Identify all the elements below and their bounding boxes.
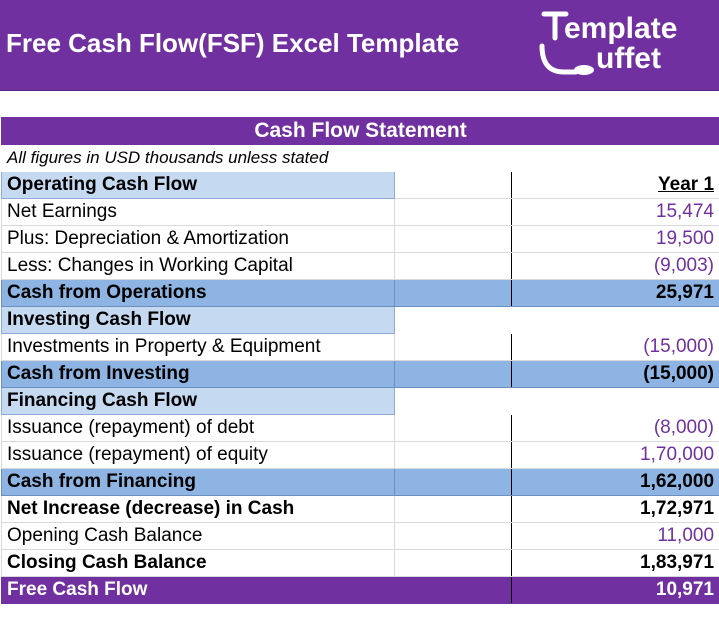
page-title: Free Cash Flow(FSF) Excel Template xyxy=(6,28,460,58)
statement-row: Investments in Property & Equipment (15,0… xyxy=(1,333,719,361)
year-column-header[interactable]: Year 1 xyxy=(510,171,719,199)
units-note[interactable]: All figures in USD thousands unless stat… xyxy=(0,144,719,172)
row-label[interactable]: Cash from Financing xyxy=(1,468,395,496)
row-value[interactable]: 1,72,971 xyxy=(510,495,719,523)
row-value[interactable] xyxy=(510,387,719,415)
row-label[interactable]: Plus: Depreciation & Amortization xyxy=(1,225,395,253)
row-spacer-cell[interactable] xyxy=(394,198,512,226)
row-spacer-cell[interactable] xyxy=(394,306,512,334)
row-label[interactable]: Investing Cash Flow xyxy=(1,306,395,334)
row-value[interactable]: 15,474 xyxy=(510,198,719,226)
row-value[interactable]: 1,70,000 xyxy=(510,441,719,469)
row-label[interactable]: Net Increase (decrease) in Cash xyxy=(1,495,395,523)
row-value[interactable]: 1,62,000 xyxy=(510,468,719,496)
row-label[interactable]: Issuance (repayment) of equity xyxy=(1,441,395,469)
row-label[interactable]: Opening Cash Balance xyxy=(1,522,395,550)
row-label[interactable]: Operating Cash Flow xyxy=(1,171,395,199)
statement-row: Financing Cash Flow xyxy=(1,387,719,415)
row-spacer-cell[interactable] xyxy=(394,171,512,199)
row-spacer-cell[interactable] xyxy=(394,576,512,604)
row-spacer-cell[interactable] xyxy=(394,468,512,496)
statement-row: Issuance (repayment) of debt (8,000) xyxy=(1,414,719,442)
row-label[interactable]: Closing Cash Balance xyxy=(1,549,395,577)
row-spacer-cell[interactable] xyxy=(394,225,512,253)
row-value[interactable]: 19,500 xyxy=(510,225,719,253)
row-label[interactable]: Cash from Investing xyxy=(1,360,395,388)
statement-row: Net Earnings 15,474 xyxy=(1,198,719,226)
row-value[interactable]: 10,971 xyxy=(510,576,719,604)
row-spacer-cell[interactable] xyxy=(394,549,512,577)
row-spacer-cell[interactable] xyxy=(394,360,512,388)
statement-row: Net Increase (decrease) in Cash 1,72,971 xyxy=(1,495,719,523)
statement-row: Plus: Depreciation & Amortization 19,500 xyxy=(1,225,719,253)
logo-text-line1: emplate xyxy=(564,12,678,45)
row-value[interactable]: 11,000 xyxy=(510,522,719,550)
statement-row: Less: Changes in Working Capital (9,003) xyxy=(1,252,719,280)
row-label[interactable]: Free Cash Flow xyxy=(1,576,395,604)
template-buffet-logo: emplate uffet xyxy=(536,8,706,80)
units-note-row: All figures in USD thousands unless stat… xyxy=(0,144,719,172)
statement-row: Free Cash Flow 10,971 xyxy=(1,576,719,604)
statement-row: Issuance (repayment) of equity 1,70,000 xyxy=(1,441,719,469)
row-label[interactable]: Issuance (repayment) of debt xyxy=(1,414,395,442)
logo-text-line2: uffet xyxy=(596,42,661,75)
row-value[interactable]: (9,003) xyxy=(510,252,719,280)
row-spacer-cell[interactable] xyxy=(394,414,512,442)
statement-row: Closing Cash Balance 1,83,971 xyxy=(1,549,719,577)
row-label[interactable]: Net Earnings xyxy=(1,198,395,226)
statement-title[interactable]: Cash Flow Statement xyxy=(0,117,719,145)
statement-row: Opening Cash Balance 11,000 xyxy=(1,522,719,550)
statement-row: Operating Cash Flow Year 1 xyxy=(1,171,719,199)
statement-row: Cash from Investing (15,000) xyxy=(1,360,719,388)
statement-row: Cash from Financing 1,62,000 xyxy=(1,468,719,496)
row-label[interactable]: Less: Changes in Working Capital xyxy=(1,252,395,280)
row-value[interactable]: 1,83,971 xyxy=(510,549,719,577)
header-banner: Free Cash Flow(FSF) Excel Template empla… xyxy=(0,0,719,91)
row-value[interactable] xyxy=(510,306,719,334)
statement-row: Investing Cash Flow xyxy=(1,306,719,334)
row-spacer-cell[interactable] xyxy=(394,252,512,280)
row-value[interactable]: (8,000) xyxy=(510,414,719,442)
row-spacer-cell[interactable] xyxy=(394,333,512,361)
row-label[interactable]: Cash from Operations xyxy=(1,279,395,307)
row-spacer-cell[interactable] xyxy=(394,495,512,523)
logo-t-spoon-icon xyxy=(539,11,594,75)
row-value[interactable]: (15,000) xyxy=(510,360,719,388)
row-label[interactable]: Financing Cash Flow xyxy=(1,387,395,415)
row-spacer-cell[interactable] xyxy=(394,441,512,469)
row-spacer-cell[interactable] xyxy=(394,279,512,307)
row-value[interactable]: (15,000) xyxy=(510,333,719,361)
statement-row: Cash from Operations 25,971 xyxy=(1,279,719,307)
row-spacer-cell[interactable] xyxy=(394,522,512,550)
cash-flow-table: Cash Flow Statement All figures in USD t… xyxy=(0,117,719,604)
row-value[interactable]: 25,971 xyxy=(510,279,719,307)
row-label[interactable]: Investments in Property & Equipment xyxy=(1,333,395,361)
row-spacer-cell[interactable] xyxy=(394,387,512,415)
statement-title-row: Cash Flow Statement xyxy=(0,117,719,145)
